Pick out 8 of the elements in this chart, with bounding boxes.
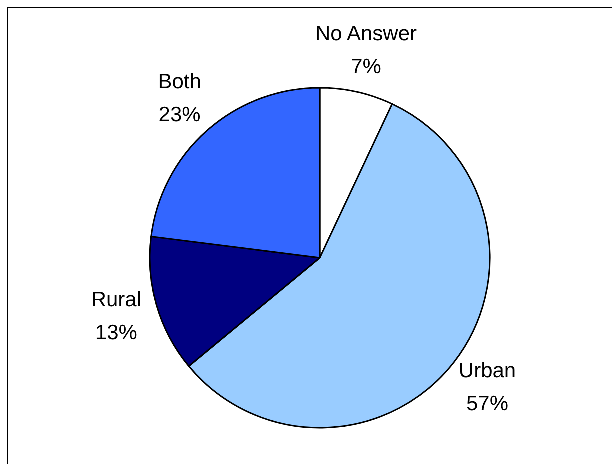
slice-label: No Answer [315, 22, 418, 46]
data-label: 13% [95, 322, 138, 345]
slice-label: Rural [91, 288, 142, 312]
data-label: 57% [466, 392, 509, 416]
data-label: 7% [351, 56, 382, 79]
slice-label: Urban [458, 359, 516, 382]
data-label: 23% [158, 103, 201, 126]
slice-label: Both [158, 70, 202, 94]
